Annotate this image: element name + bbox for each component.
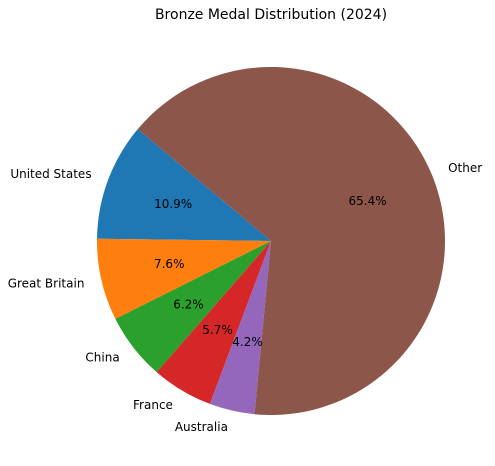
percent-labels: 10.9% 7.6% 6.2% 5.7%4.2% 65.4% bbox=[154, 194, 387, 349]
category-label-other: Other bbox=[448, 161, 482, 175]
category-label-france: France bbox=[133, 398, 173, 412]
chart-title: Bronze Medal Distribution (2024) bbox=[155, 7, 387, 23]
pie-slice-united-states bbox=[97, 129, 271, 241]
category-label-united-states: United States bbox=[10, 167, 91, 181]
category-label-great-britain: Great Britain bbox=[8, 276, 85, 290]
percent-label-australia: 4.2% bbox=[232, 335, 263, 349]
pie-slice-china bbox=[115, 241, 271, 373]
category-labels: United States Great Britain China FranceAus… bbox=[8, 161, 483, 434]
pie-slice-great-britain bbox=[96, 238, 271, 319]
percent-label-france: 5.7% bbox=[202, 323, 233, 337]
pie-slices bbox=[96, 66, 446, 415]
percent-label-other: 65.4% bbox=[349, 194, 387, 208]
percent-label-great-britain: 7.6% bbox=[154, 257, 185, 271]
category-label-china: China bbox=[85, 351, 119, 365]
pie-slice-other bbox=[137, 66, 446, 415]
category-label-australia: Australia bbox=[175, 420, 228, 434]
percent-label-china: 6.2% bbox=[173, 297, 204, 311]
percent-label-united-states: 10.9% bbox=[154, 197, 192, 211]
pie-slice-australia bbox=[209, 241, 271, 415]
pie-slice-france bbox=[156, 241, 271, 404]
